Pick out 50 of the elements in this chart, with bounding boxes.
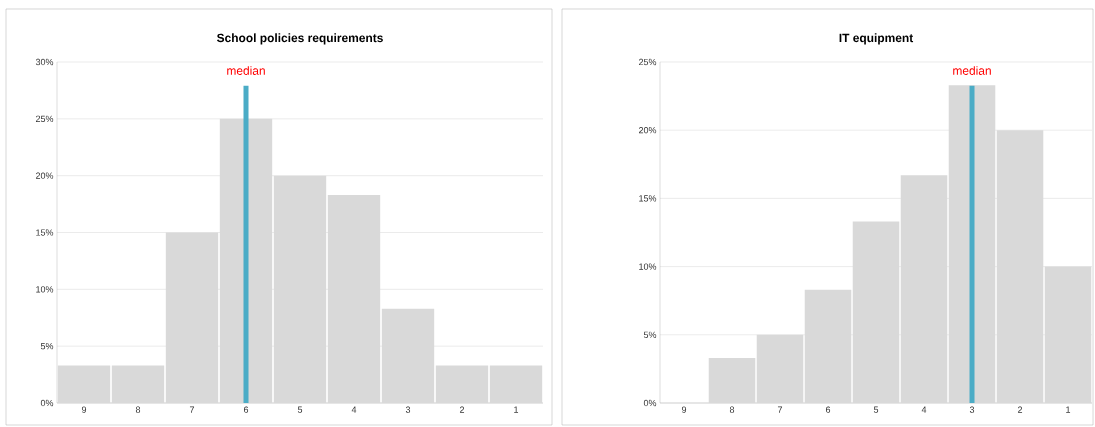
bar [756,334,804,403]
bar [57,365,111,403]
bar [708,357,756,403]
x-tick-label: 2 [1017,406,1023,413]
bar [273,175,327,403]
bar [111,365,165,403]
ref-line-label: median [953,66,991,75]
y-tick-label: 5% [643,331,657,338]
ref-line-label: median [227,66,265,75]
y-tick-label: 30% [35,58,54,66]
y-tick-label: 20% [35,172,54,179]
y-tick-label: 15% [36,229,54,236]
y-tick-label: 0% [643,399,657,407]
x-tick-label: 8 [135,406,141,413]
y-tick-label: 25% [35,115,54,123]
x-tick-label: 1 [514,406,519,413]
bar [996,130,1044,403]
bar [900,175,948,403]
y-tick-label: 5% [40,343,54,350]
y-tick-label: 15% [639,195,657,202]
bar [435,365,489,403]
y-tick-label: 25% [639,58,657,66]
x-tick-label: 4 [921,406,927,413]
x-tick-label: 9 [681,406,687,413]
x-tick-label: 6 [243,406,249,413]
x-tick-label: 3 [405,406,411,413]
x-tick-label: 8 [729,406,735,413]
x-tick-label: 3 [969,406,975,413]
y-tick-label: 10% [639,263,657,270]
chart-title: School policies requirements [216,33,383,45]
bar [381,308,435,403]
x-tick-label: 9 [81,406,87,413]
x-tick-label: 2 [459,406,465,413]
bar [804,289,852,403]
x-tick-label: 5 [297,406,303,413]
x-tick-label: 1 [1066,406,1071,413]
y-tick-label: 20% [639,127,657,134]
x-tick-label: 4 [351,406,357,413]
x-tick-label: 7 [189,406,195,413]
chart-title: IT equipment [839,33,914,45]
bar [165,232,219,403]
x-tick-label: 5 [873,406,879,413]
y-tick-label: 0% [40,399,54,407]
bar [327,194,381,403]
bar [1044,266,1092,403]
bar [489,365,543,403]
x-tick-label: 7 [777,406,783,413]
bar [852,221,900,403]
y-tick-label: 10% [36,286,54,293]
x-tick-label: 6 [825,406,831,413]
